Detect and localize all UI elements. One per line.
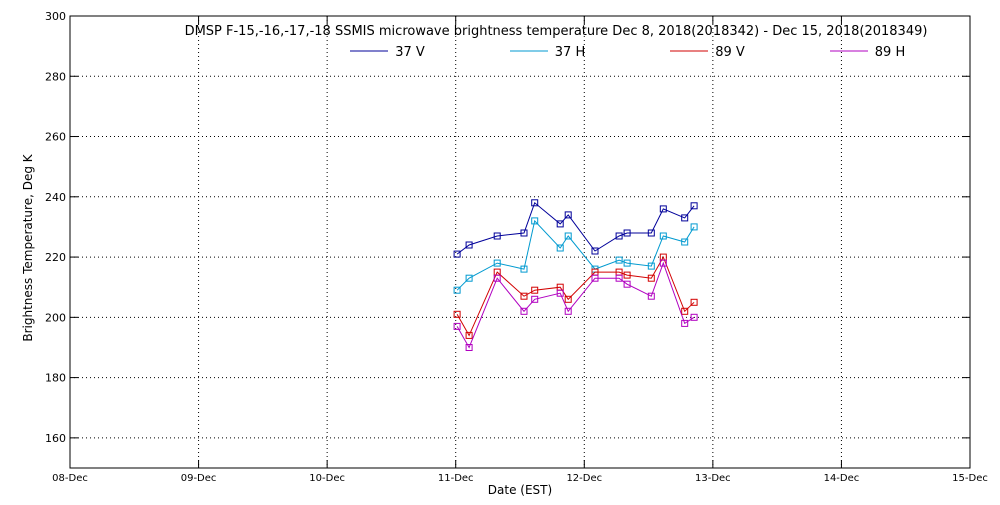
data-point-marker — [453, 250, 461, 258]
data-point-marker — [453, 286, 461, 294]
data-point-marker — [564, 211, 572, 219]
y-tick-label: 280 — [45, 70, 66, 83]
data-point-marker — [531, 199, 539, 207]
data-point-marker — [531, 217, 539, 225]
data-point-marker — [556, 220, 564, 228]
data-point-marker — [690, 298, 698, 306]
x-tick-label: 08-Dec — [52, 473, 88, 484]
axes-layer: 160 180 200 220 240 260 280 300 08-Dec 09-Dec 10-D… — [45, 10, 988, 484]
data-point-marker — [556, 289, 564, 297]
data-point-marker — [623, 229, 631, 237]
series-layer — [453, 199, 698, 351]
x-tick-label: 13-Dec — [695, 473, 731, 484]
series-89-h — [453, 259, 698, 351]
data-point-marker — [690, 313, 698, 321]
chart-title: DMSP F-15,-16,-17,-18 SSMIS microwave br… — [185, 24, 928, 39]
data-point-marker — [520, 229, 528, 237]
data-point-marker — [493, 274, 501, 282]
y-tick-label: 220 — [45, 251, 66, 264]
data-point-marker — [531, 286, 539, 294]
data-point-marker — [520, 307, 528, 315]
data-point-marker — [493, 259, 501, 267]
data-point-marker — [615, 256, 623, 264]
data-point-marker — [453, 322, 461, 330]
x-tick-label: 10-Dec — [309, 473, 345, 484]
data-point-marker — [520, 265, 528, 273]
data-point-marker — [647, 262, 655, 270]
data-point-marker — [564, 232, 572, 240]
x-tick-label: 11-Dec — [438, 473, 474, 484]
data-point-marker — [531, 295, 539, 303]
data-point-marker — [623, 280, 631, 288]
data-point-marker — [659, 259, 667, 267]
data-point-marker — [681, 319, 689, 327]
data-point-marker — [659, 232, 667, 240]
data-point-marker — [623, 259, 631, 267]
legend: 37 V 37 H 89 V 89 H — [350, 45, 905, 60]
x-tick-label: 15-Dec — [952, 473, 988, 484]
data-point-marker — [647, 274, 655, 282]
y-tick-label: 200 — [45, 311, 66, 324]
series-37-v — [453, 199, 698, 258]
data-point-marker — [681, 214, 689, 222]
data-point-marker — [623, 271, 631, 279]
x-tick-label: 14-Dec — [824, 473, 860, 484]
data-point-marker — [520, 292, 528, 300]
data-point-marker — [690, 223, 698, 231]
data-point-marker — [647, 229, 655, 237]
data-point-marker — [690, 202, 698, 210]
data-point-marker — [681, 307, 689, 315]
plot-frame — [69, 15, 971, 469]
data-point-marker — [647, 292, 655, 300]
series-line — [456, 219, 695, 291]
data-point-marker — [591, 247, 599, 255]
series-line — [456, 201, 695, 255]
y-tick-label: 180 — [45, 372, 66, 385]
series-89-v — [453, 253, 698, 339]
data-point-marker — [465, 274, 473, 282]
y-tick-label: 300 — [45, 10, 66, 23]
data-point-marker — [465, 331, 473, 339]
data-point-marker — [564, 307, 572, 315]
data-point-marker — [465, 241, 473, 249]
x-axis-label: Date (EST) — [488, 483, 552, 497]
grid-layer — [70, 16, 970, 468]
x-tick-label: 09-Dec — [181, 473, 217, 484]
legend-label: 37 H — [555, 45, 585, 60]
data-point-marker — [493, 232, 501, 240]
legend-label: 89 H — [875, 45, 905, 60]
legend-label: 89 V — [715, 45, 745, 60]
data-point-marker — [615, 274, 623, 282]
data-point-marker — [659, 205, 667, 213]
legend-label: 37 V — [395, 45, 425, 60]
data-point-marker — [591, 274, 599, 282]
data-point-marker — [615, 232, 623, 240]
data-point-marker — [681, 238, 689, 246]
x-tick-label: 12-Dec — [566, 473, 602, 484]
y-axis-label: Brightness Temperature, Deg K — [21, 153, 35, 341]
data-point-marker — [465, 344, 473, 351]
series-line — [456, 255, 695, 337]
data-point-marker — [556, 244, 564, 252]
y-tick-label: 260 — [45, 131, 66, 144]
y-tick-label: 160 — [45, 432, 66, 445]
data-point-marker — [564, 295, 572, 303]
data-point-marker — [453, 310, 461, 318]
series-line — [456, 261, 695, 349]
y-tick-label: 240 — [45, 191, 66, 204]
